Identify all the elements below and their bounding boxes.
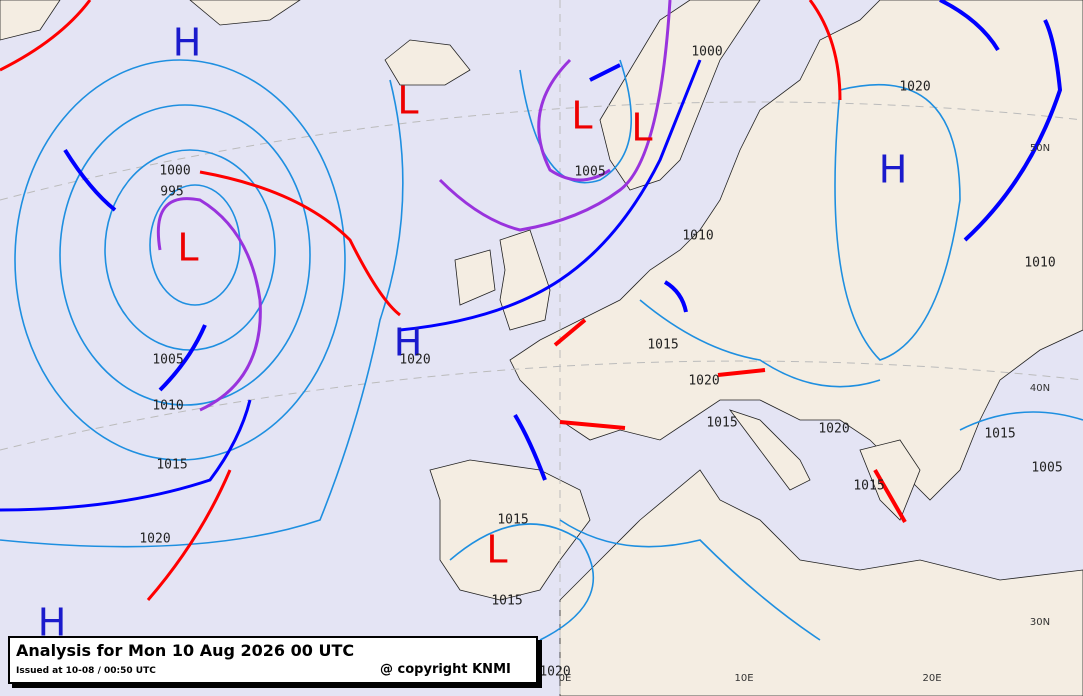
- isobar-label: 1005: [574, 165, 605, 180]
- graticule-label: 50N: [1030, 143, 1050, 154]
- graticule-label: 0E: [559, 673, 572, 684]
- graticule-label: 20E: [922, 673, 941, 684]
- isobar-label: 1020: [688, 374, 719, 389]
- isobar-label: 1000: [159, 164, 190, 179]
- isobar-label: 1000: [691, 45, 722, 60]
- isobar-label: 1015: [706, 416, 737, 431]
- isobar-label: 1015: [647, 338, 678, 353]
- pressure-center: L: [177, 226, 198, 270]
- isobar-label: 1020: [899, 80, 930, 95]
- pressure-center: H: [879, 148, 908, 192]
- isobar-label: 1015: [156, 458, 187, 473]
- graticule-label: 30N: [1030, 617, 1050, 628]
- isobar-label: 1010: [682, 229, 713, 244]
- pressure-center: L: [631, 106, 652, 150]
- pressure-center: H: [173, 21, 202, 65]
- isobar-label: 995: [160, 185, 183, 200]
- graticule-label: 10E: [734, 673, 753, 684]
- copyright: @ copyright KNMI: [380, 662, 511, 677]
- isobar-label: 1020: [399, 353, 430, 368]
- isobar-label: 1010: [152, 399, 183, 414]
- isobar-label: 1015: [497, 513, 528, 528]
- pressure-center: H: [394, 321, 423, 365]
- isobars: [0, 59, 1083, 641]
- isobar-label: 1010: [1024, 256, 1055, 271]
- isobar-label: 1020: [818, 422, 849, 437]
- isobar-label: 1015: [491, 594, 522, 609]
- title: Analysis for Mon 10 Aug 2026 00 UTC: [16, 641, 355, 660]
- graticule-label: 40N: [1030, 383, 1050, 394]
- isobar-label: 1005: [1031, 461, 1062, 476]
- title-box: Analysis for Mon 10 Aug 2026 00 UTC Issu…: [8, 636, 538, 684]
- isobar-label: 1015: [984, 427, 1015, 442]
- pressure-center: L: [397, 79, 418, 123]
- isobar-label: 1020: [539, 665, 570, 680]
- issued: Issued at 10-08 / 00:50 UTC: [16, 666, 156, 676]
- isobar-label: 1005: [152, 353, 183, 368]
- fronts: [0, 0, 1063, 601]
- isobar-label: 1015: [853, 479, 884, 494]
- pressure-center: L: [571, 94, 592, 138]
- pressure-center: L: [486, 528, 507, 572]
- isobar-label: 1020: [139, 532, 170, 547]
